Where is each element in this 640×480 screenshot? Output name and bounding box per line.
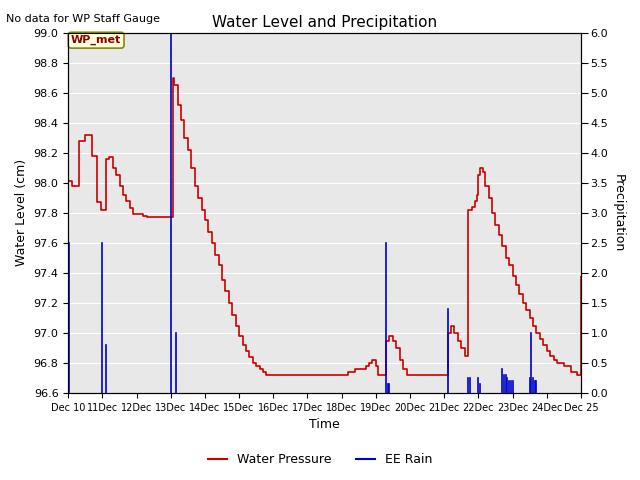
X-axis label: Time: Time xyxy=(309,419,340,432)
Text: WP_met: WP_met xyxy=(71,35,121,45)
Y-axis label: Precipitation: Precipitation xyxy=(612,174,625,252)
Y-axis label: Water Level (cm): Water Level (cm) xyxy=(15,159,28,266)
Legend: Water Pressure, EE Rain: Water Pressure, EE Rain xyxy=(203,448,437,471)
Text: No data for WP Staff Gauge: No data for WP Staff Gauge xyxy=(6,14,161,24)
Title: Water Level and Precipitation: Water Level and Precipitation xyxy=(212,15,437,30)
